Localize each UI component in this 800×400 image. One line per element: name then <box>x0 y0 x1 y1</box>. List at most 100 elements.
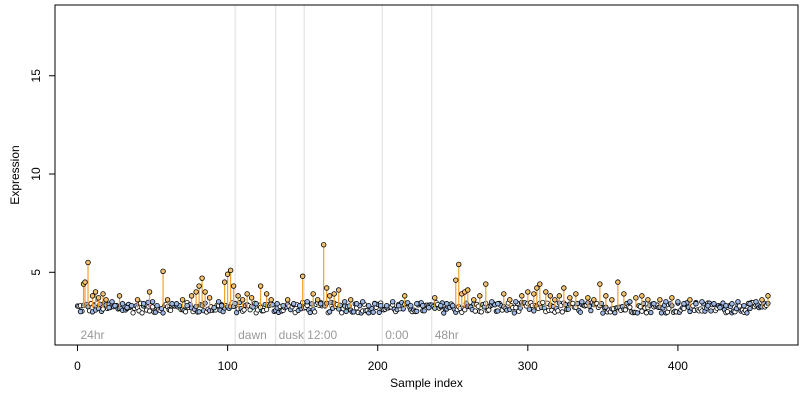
data-point <box>675 299 681 305</box>
region-dividers <box>234 5 433 345</box>
baseline-point <box>149 304 156 310</box>
data-point <box>531 291 537 297</box>
baseline-point <box>643 310 649 316</box>
baseline-point <box>370 309 376 315</box>
data-point <box>193 289 199 295</box>
data-point <box>366 302 372 309</box>
data-point <box>507 297 513 303</box>
baseline-point <box>241 307 247 313</box>
data-point <box>681 301 687 307</box>
data-point <box>253 301 259 307</box>
data-point <box>257 283 264 289</box>
data-point <box>323 285 330 291</box>
data-point <box>146 289 153 295</box>
data-point <box>360 299 366 305</box>
data-point <box>116 293 123 299</box>
x-tick-label: 400 <box>668 359 688 373</box>
data-point <box>378 302 384 309</box>
data-point <box>591 297 597 303</box>
baseline-point <box>634 310 640 316</box>
data-point <box>299 273 306 279</box>
data-point <box>85 259 91 266</box>
data-point <box>543 289 549 295</box>
data-point <box>280 302 286 309</box>
baseline-point <box>414 308 420 314</box>
data-point <box>206 295 213 301</box>
data-point <box>453 277 459 283</box>
data-point <box>438 302 444 309</box>
baseline-point <box>167 307 174 313</box>
baseline-point <box>600 310 606 316</box>
baseline-point <box>627 304 633 310</box>
data-point <box>140 301 147 307</box>
data-point <box>106 304 112 311</box>
data-point <box>513 299 519 305</box>
data-point <box>627 299 633 305</box>
region-label: 12:00 <box>307 328 337 342</box>
data-point <box>202 289 208 295</box>
plot-frame <box>54 4 799 346</box>
y-tick-label: 10 <box>29 167 43 181</box>
data-point <box>603 293 609 299</box>
data-point <box>188 293 195 299</box>
data-point <box>426 304 432 311</box>
data-point <box>585 295 591 301</box>
data-point <box>711 301 717 307</box>
baseline-point <box>351 309 357 315</box>
x-tick-label: 100 <box>218 359 238 373</box>
data-point <box>284 297 291 303</box>
baseline-point <box>622 307 628 313</box>
y-axis-label: Expression <box>8 145 22 204</box>
data-point <box>169 301 175 307</box>
baseline-point <box>648 309 654 316</box>
data-point <box>687 297 693 303</box>
baseline-point <box>565 306 571 312</box>
data-point <box>224 271 231 277</box>
data-point <box>765 293 771 299</box>
data-point <box>154 302 160 309</box>
data-point <box>609 297 615 303</box>
baseline-point <box>531 308 537 314</box>
baseline-point <box>130 310 136 316</box>
data-point <box>227 267 234 274</box>
data-point <box>196 283 202 289</box>
region-label: dawn <box>238 328 267 342</box>
region-label: 48hr <box>435 328 459 342</box>
baseline-point <box>495 308 501 314</box>
data-point <box>705 302 711 309</box>
baseline-point <box>612 310 618 316</box>
baseline-point <box>339 310 345 316</box>
data-point <box>296 302 303 309</box>
baseline-point <box>744 310 750 316</box>
y-tick-label: 15 <box>29 69 43 83</box>
data-point <box>537 281 543 287</box>
x-tick-label: 0 <box>74 359 81 373</box>
data-point <box>741 302 747 309</box>
data-point <box>77 308 84 315</box>
baseline-point <box>540 299 546 306</box>
data-point <box>615 279 621 285</box>
data-point <box>477 293 483 299</box>
data-point <box>184 302 190 309</box>
data-point <box>244 291 250 297</box>
baseline-point <box>555 308 561 314</box>
data-point <box>354 301 360 307</box>
x-axis: 0 100 200 300 400 <box>74 345 688 373</box>
data-point <box>651 301 657 307</box>
baseline-point <box>472 308 478 314</box>
data-point <box>179 297 186 303</box>
data-point <box>341 299 348 305</box>
data-point <box>331 291 337 297</box>
baseline-point <box>343 308 349 315</box>
data-point <box>274 301 280 307</box>
data-point <box>372 301 378 307</box>
baseline-point <box>511 310 517 316</box>
data-point <box>95 295 102 301</box>
x-tick-label: 200 <box>368 359 388 373</box>
data-point <box>384 302 390 309</box>
data-point <box>160 268 166 275</box>
data-point <box>657 297 663 303</box>
data-point <box>164 297 171 303</box>
data-point <box>699 299 705 305</box>
